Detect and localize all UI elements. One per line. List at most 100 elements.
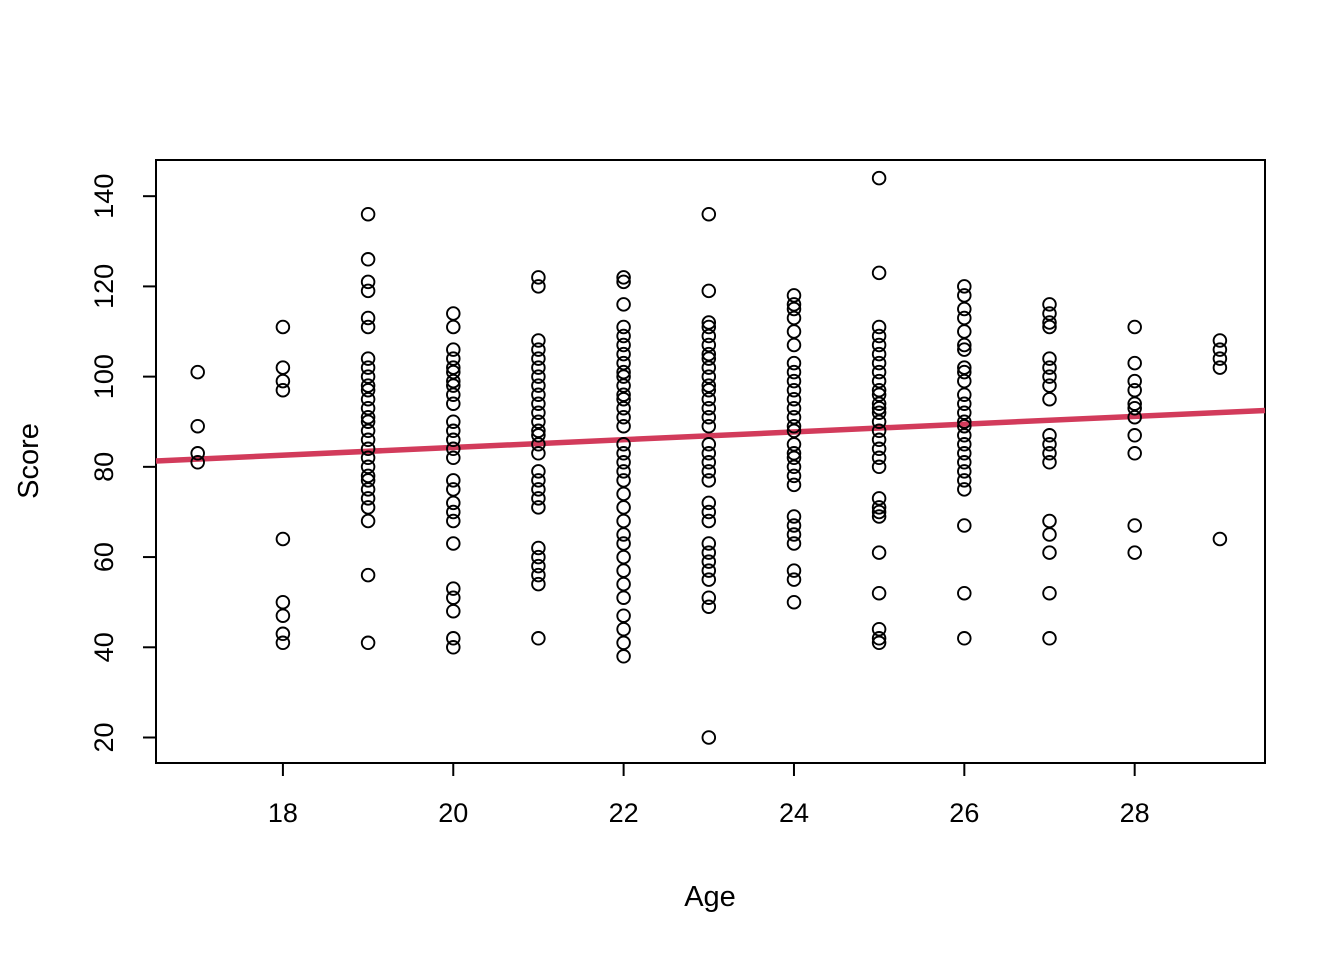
data-point: [957, 373, 972, 389]
data-point: [871, 170, 887, 186]
data-point: [957, 482, 972, 497]
data-point: [275, 594, 291, 610]
data-point: [360, 369, 376, 384]
data-point: [871, 450, 887, 466]
data-point: [786, 337, 802, 353]
data-point: [701, 599, 717, 614]
data-point: [701, 206, 717, 222]
data-point: [275, 373, 291, 389]
data-point: [701, 455, 717, 470]
y-tick-label: 120: [89, 264, 119, 309]
data-point: [446, 378, 461, 393]
data-point: [446, 640, 461, 655]
data-point: [275, 626, 291, 642]
data-point: [531, 378, 546, 393]
data-point: [616, 409, 631, 425]
data-point: [616, 369, 631, 384]
data-point: [1212, 342, 1228, 357]
data-point: [701, 328, 717, 344]
data-point: [1212, 360, 1228, 375]
data-point: [1127, 382, 1142, 398]
data-point: [786, 572, 802, 587]
data-point: [957, 342, 972, 357]
data-point: [957, 437, 972, 452]
data-point: [957, 364, 972, 380]
x-tick-label: 24: [779, 798, 809, 828]
data-point: [446, 631, 461, 646]
data-point: [871, 432, 887, 448]
data-point: [701, 409, 717, 425]
data-point: [701, 545, 717, 560]
data-point: [871, 621, 887, 637]
data-point: [1127, 409, 1142, 425]
data-point: [616, 576, 631, 592]
data-point: [871, 373, 887, 389]
data-point: [1042, 360, 1057, 375]
data-point: [786, 288, 802, 303]
data-point: [871, 328, 887, 344]
data-point: [701, 391, 717, 407]
data-point: [531, 270, 546, 285]
data-point: [957, 455, 972, 470]
data-point: [446, 387, 461, 402]
data-point: [786, 477, 802, 493]
data-point: [360, 423, 376, 439]
data-point: [616, 319, 631, 335]
data-point: [616, 464, 631, 479]
x-tick-label: 18: [268, 798, 298, 828]
data-point: [616, 391, 631, 407]
data-point: [957, 428, 972, 443]
data-point: [786, 391, 802, 407]
y-axis-label: Score: [13, 423, 45, 499]
data-point: [360, 274, 376, 290]
data-point: [1127, 545, 1142, 560]
data-point: [1042, 527, 1057, 542]
data-point: [616, 473, 631, 488]
data-point: [957, 446, 972, 461]
data-point: [360, 351, 376, 366]
data-point: [531, 437, 546, 452]
data-point: [616, 446, 631, 461]
regression-line-group: [155, 407, 1266, 464]
data-point: [531, 446, 546, 461]
x-tick-label: 22: [609, 798, 639, 828]
x-tick-label: 20: [438, 798, 468, 828]
data-point: [701, 382, 717, 398]
data-point: [871, 346, 887, 362]
data-point: [531, 396, 546, 411]
data-point: [360, 360, 376, 375]
data-point: [275, 531, 291, 547]
data-point: [786, 364, 802, 380]
data-point: [531, 464, 546, 479]
data-point: [531, 491, 546, 506]
data-point: [616, 486, 631, 502]
data-point: [360, 450, 376, 466]
data-point: [531, 333, 546, 348]
data-point: [701, 495, 717, 511]
data-point: [616, 346, 631, 362]
data-point: [531, 631, 546, 646]
data-point: [1042, 369, 1057, 384]
data-point: [1042, 455, 1057, 470]
data-point: [786, 563, 802, 578]
data-point: [786, 509, 802, 524]
data-point: [446, 414, 461, 429]
data-point: [616, 549, 631, 565]
data-point: [957, 418, 972, 434]
data-point: [871, 396, 887, 411]
y-tick-label: 40: [89, 632, 119, 662]
data-point: [446, 373, 461, 389]
data-point: [871, 509, 887, 524]
data-point: [786, 527, 802, 542]
data-point: [701, 283, 717, 299]
data-point: [275, 635, 291, 651]
data-point: [701, 536, 717, 551]
data-point: [957, 337, 972, 353]
data-point: [531, 428, 546, 443]
data-point: [531, 414, 546, 429]
data-point: [360, 459, 376, 475]
data-point: [1127, 355, 1142, 371]
data-point: [871, 491, 887, 506]
